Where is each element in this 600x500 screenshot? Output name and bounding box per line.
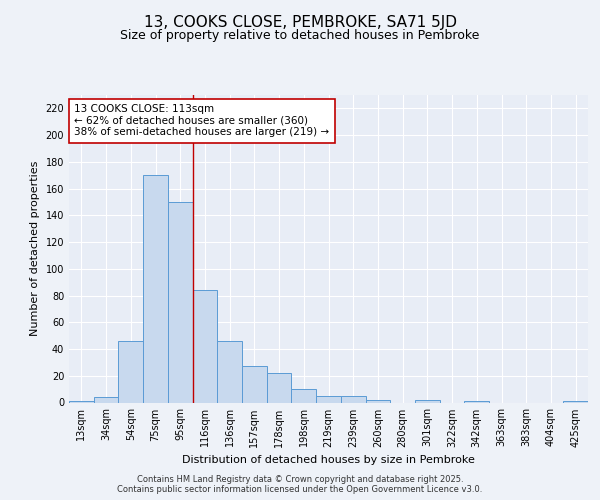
Bar [563,401,588,402]
Bar [193,290,217,403]
Bar [267,373,292,402]
Bar [316,396,341,402]
Text: 13, COOKS CLOSE, PEMBROKE, SA71 5JD: 13, COOKS CLOSE, PEMBROKE, SA71 5JD [143,15,457,30]
Bar [415,400,440,402]
Bar [365,400,390,402]
Bar [242,366,267,402]
Bar [168,202,193,402]
Text: Size of property relative to detached houses in Pembroke: Size of property relative to detached ho… [121,29,479,42]
Bar [69,401,94,402]
X-axis label: Distribution of detached houses by size in Pembroke: Distribution of detached houses by size … [182,455,475,465]
Bar [94,397,118,402]
Bar [217,341,242,402]
Bar [292,389,316,402]
Bar [143,175,168,402]
Text: 13 COOKS CLOSE: 113sqm
← 62% of detached houses are smaller (360)
38% of semi-de: 13 COOKS CLOSE: 113sqm ← 62% of detached… [74,104,329,138]
Bar [464,401,489,402]
Bar [118,341,143,402]
Text: Contains public sector information licensed under the Open Government Licence v3: Contains public sector information licen… [118,485,482,494]
Text: Contains HM Land Registry data © Crown copyright and database right 2025.: Contains HM Land Registry data © Crown c… [137,475,463,484]
Bar [341,396,365,402]
Y-axis label: Number of detached properties: Number of detached properties [30,161,40,336]
